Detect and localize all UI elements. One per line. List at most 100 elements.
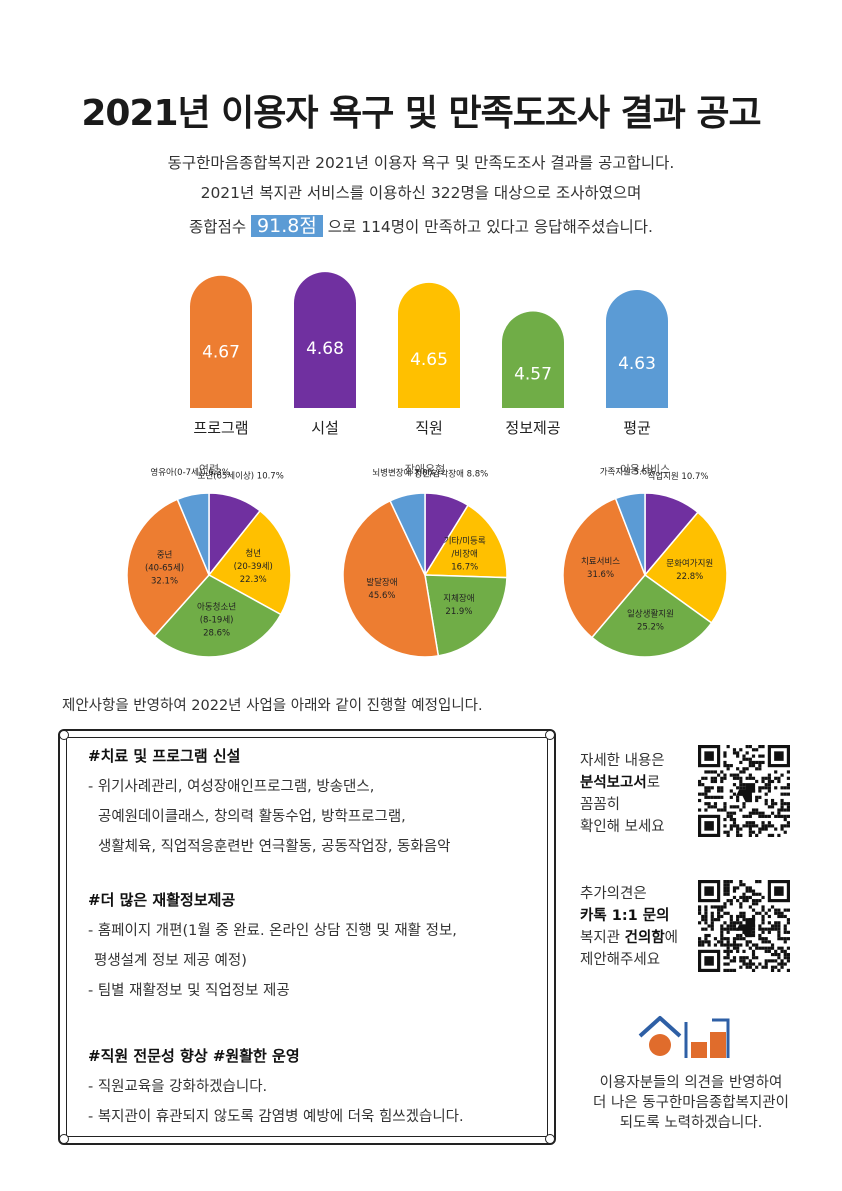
qr-code-icon (698, 745, 790, 837)
house-logo-icon (636, 1012, 732, 1068)
pie-slice-label: 발달장애 (366, 577, 397, 588)
pie-slice (590, 573, 713, 658)
pie-slice-label: 25.2% (637, 622, 664, 632)
pie-slice-label: 뇌병변장애 7.0% (372, 467, 435, 478)
bar (294, 272, 356, 408)
corner-ornament (59, 730, 69, 740)
pie-slice (423, 504, 508, 579)
pie-title: 장애유형 (405, 463, 445, 476)
plan-heading: #직원 전문성 향상 #원활한 운영 (88, 1047, 300, 1065)
inquiry-prefix: 복지관 (580, 930, 625, 946)
bar (606, 290, 668, 408)
closing-line: 더 나은 동구한마음종합복지관이 (593, 1095, 789, 1111)
plan-line: - 직원교육을 강화하겠습니다. (88, 1079, 268, 1095)
pie-slice (389, 492, 426, 576)
inquiry-qr-code-icon[interactable] (698, 880, 790, 976)
plan-line: 생활체육, 직업적응훈련반 연극활동, 공동작업장, 동화음악 (98, 839, 451, 855)
pie-slice (153, 574, 282, 658)
score-prefix: 종합점수 (189, 218, 247, 236)
closing-line: 되도록 노력하겠습니다. (619, 1115, 763, 1131)
qr-report-line: 분석보고서로 (580, 772, 665, 794)
pie-slice-label: 기타/미등록 (444, 537, 486, 547)
pie-slice-label: (20-39세) (234, 562, 273, 572)
pie-slice (643, 511, 728, 624)
pie-slice (562, 497, 646, 639)
corner-ornament (59, 1134, 69, 1144)
bar (190, 275, 252, 408)
bar-category-label: 정보제공 (505, 419, 560, 437)
qr-inquiry-text: 추가의견은 카톡 1:1 문의 복지관 건의함에 제안해주세요 (580, 883, 678, 971)
pie-title: 연령 (199, 463, 219, 476)
pie-slice-label: 노년(65세이상) 10.7% (198, 470, 284, 481)
qr-code-icon (698, 880, 790, 972)
pie-slice (207, 509, 292, 616)
pie-slice-label: 45.6% (368, 591, 395, 601)
bar-category-label: 프로그램 (193, 419, 248, 437)
pie-slice (342, 499, 440, 658)
qr-inquiry-line: 복지관 건의함에 (580, 927, 678, 949)
pie-slice-label: 문화여가지원 (666, 558, 713, 569)
qr-report-text: 자세한 내용은 분석보고서로 꼼꼼히 확인해 보세요 (580, 750, 665, 838)
pie-slice-label: 22.3% (240, 575, 267, 585)
pie-slice-label: 영유아(0-7세)) 6.3% (150, 467, 229, 478)
page-title: 2021년 이용자 욕구 및 만족도조사 결과 공고 (81, 93, 761, 134)
plan-line: 공예원데이클래스, 창의력 활동수업, 방학프로그램, (98, 809, 406, 825)
qr-inquiry-line: 제안해주세요 (580, 952, 661, 968)
pie-slice-label: 치료서비스 (581, 557, 620, 567)
plan-heading: #치료 및 프로그램 신설 (88, 747, 241, 765)
bar-category-label: 시설 (311, 419, 339, 437)
demographic-pie-charts: 연령 노년(65세이상) 10.7% 청년 (20-39세) 22.3% 아동청소년 (8-… (0, 455, 842, 675)
inquiry-emphasis: 카톡 1:1 문의 (580, 908, 670, 924)
plan-box: #치료 및 프로그램 신설 - 위기사례관리, 여성장애인프로그램, 방송댄스,… (58, 729, 556, 1145)
pie-slice-label: 청년 (245, 548, 261, 559)
plan-heading: #더 많은 재활정보제공 (88, 891, 236, 909)
pie-slice-label: 21.9% (445, 607, 472, 617)
report-qr-code-icon[interactable] (698, 745, 790, 841)
report-emphasis: 분석보고서 (580, 775, 647, 791)
pie-slice-label: 지체장애 (443, 593, 474, 604)
pie-slice-label: 가족지원 5.6% (600, 468, 656, 478)
plan-section-staff: #직원 전문성 향상 #원활한 운영 - 직원교육을 강화하겠습니다. - 복지… (88, 1045, 538, 1132)
bar (398, 282, 460, 408)
bar-value-label: 4.63 (618, 354, 656, 374)
plan-line: - 복지관이 휴관되지 않도록 감염병 예방에 더욱 힘쓰겠습니다. (88, 1109, 464, 1125)
pie-slice-label: 16.7% (451, 563, 478, 573)
pie-slice-label: 28.6% (203, 628, 230, 638)
qr-report-line: 확인해 보세요 (580, 819, 665, 835)
pie-slice-label: 정신/감각장애 8.8% (414, 469, 488, 480)
pie-slice (126, 498, 210, 638)
intro-line-2: 2021년 복지관 서비스를 이용하신 322명을 대상으로 조사하였으며 (200, 184, 642, 202)
qr-inquiry-line: 카톡 1:1 문의 (580, 905, 678, 927)
bar-category-label: 직원 (415, 419, 443, 437)
corner-ornament (545, 730, 555, 740)
total-score-badge: 91.8점 (251, 215, 323, 237)
qr-report-line: 꼼꼼히 (580, 797, 621, 813)
pie-slice-label: (40-65세) (145, 564, 184, 574)
report-suffix: 로 (646, 775, 661, 791)
bar-category-label: 평균 (623, 419, 651, 437)
house-logo-icon (638, 1016, 730, 1058)
pie-slice (424, 574, 508, 657)
inquiry-emphasis: 건의함 (624, 930, 665, 946)
plan-line: - 위기사례관리, 여성장애인프로그램, 방송댄스, (88, 779, 375, 795)
qr-inquiry-line: 추가의견은 (580, 886, 647, 902)
qr-report-line: 자세한 내용은 (580, 753, 665, 769)
plan-line: 평생설계 정보 제공 예정) (94, 953, 247, 969)
pie-slice-label: (8-19세) (200, 615, 234, 625)
pie-slice-label: 일상생활지원 (627, 608, 674, 619)
bar-value-label: 4.67 (202, 343, 240, 363)
intro-line-3: 종합점수 91.8점 으로 114명이 만족하고 있다고 응답해주셨습니다. (0, 211, 842, 238)
corner-ornament (545, 1134, 555, 1144)
plan-box-inner-border (66, 737, 548, 1137)
closing-line: 이용자분들의 의견을 반영하여 (599, 1075, 783, 1091)
pie-slice-label: 중년 (157, 550, 173, 561)
pie-title: 이용서비스 (620, 463, 671, 476)
bar-value-label: 4.68 (306, 339, 344, 359)
pie-slice-label: 32.1% (151, 577, 178, 587)
satisfaction-bar-chart: 4.67 프로그램 4.68 시설 4.65 직원 4.57 정보제공 4.63 평균 (0, 255, 842, 445)
pie-slice-label: 22.8% (676, 572, 703, 582)
pie-slice-label: /비장애 (452, 549, 478, 560)
plan-line: - 팀별 재활정보 및 직업정보 제공 (88, 983, 290, 999)
pie-slice (614, 492, 646, 576)
pie-slice-label: 31.6% (587, 570, 614, 580)
